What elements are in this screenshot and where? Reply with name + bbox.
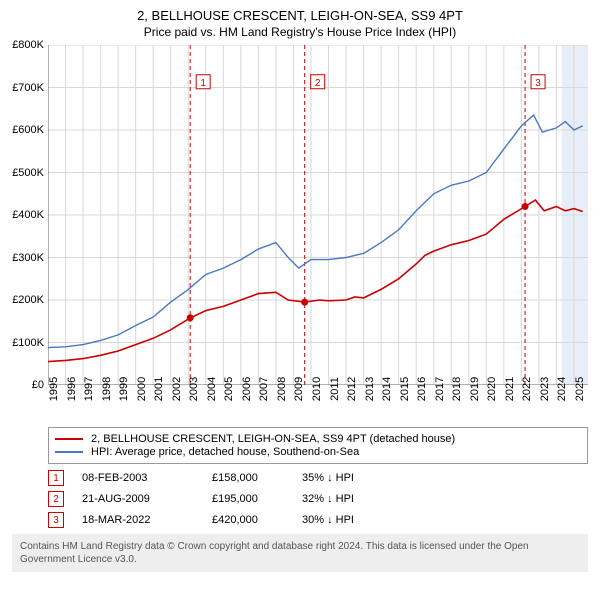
y-axis-labels: £0£100K£200K£300K£400K£500K£600K£700K£80… bbox=[2, 45, 44, 385]
sale-price: £195,000 bbox=[212, 493, 302, 505]
x-tick-label: 1998 bbox=[101, 377, 113, 401]
x-tick-label: 2000 bbox=[136, 377, 148, 401]
y-tick-label: £400K bbox=[2, 209, 44, 221]
sale-delta: 32% ↓ HPI bbox=[302, 493, 392, 505]
svg-text:1: 1 bbox=[200, 78, 206, 89]
x-tick-label: 2011 bbox=[329, 377, 341, 401]
x-tick-label: 2021 bbox=[504, 377, 516, 401]
legend-swatch bbox=[55, 438, 83, 440]
sale-row: 3 18-MAR-2022£420,00030% ↓ HPI bbox=[48, 512, 588, 528]
sale-delta: 30% ↓ HPI bbox=[302, 514, 392, 526]
chart-container: 2, BELLHOUSE CRESCENT, LEIGH-ON-SEA, SS9… bbox=[0, 0, 600, 590]
sale-badge: 3 bbox=[48, 512, 64, 528]
sale-price: £420,000 bbox=[212, 514, 302, 526]
sale-row: 2 21-AUG-2009£195,00032% ↓ HPI bbox=[48, 491, 588, 507]
x-tick-label: 2025 bbox=[574, 377, 586, 401]
x-tick-label: 2006 bbox=[241, 377, 253, 401]
x-tick-label: 2019 bbox=[469, 377, 481, 401]
x-tick-label: 2013 bbox=[364, 377, 376, 401]
legend-item: HPI: Average price, detached house, Sout… bbox=[55, 446, 581, 458]
sales-table: 1 08-FEB-2003£158,00035% ↓ HPI 2 21-AUG-200… bbox=[48, 470, 588, 528]
x-tick-label: 2005 bbox=[223, 377, 235, 401]
chart-plot: 1 2 3 bbox=[48, 45, 588, 385]
legend-swatch bbox=[55, 451, 83, 453]
legend-item: 2, BELLHOUSE CRESCENT, LEIGH-ON-SEA, SS9… bbox=[55, 433, 581, 445]
sale-delta: 35% ↓ HPI bbox=[302, 472, 392, 484]
sale-date: 21-AUG-2009 bbox=[82, 493, 212, 505]
x-tick-label: 1996 bbox=[66, 377, 78, 401]
chart-subtitle: Price paid vs. HM Land Registry's House … bbox=[0, 23, 600, 39]
x-tick-label: 2014 bbox=[381, 377, 393, 401]
x-tick-label: 2015 bbox=[399, 377, 411, 401]
x-axis-labels: 1995199619971998199920002001200220032004… bbox=[48, 385, 588, 423]
chart-area: £0£100K£200K£300K£400K£500K£600K£700K£80… bbox=[48, 45, 588, 385]
x-tick-label: 1999 bbox=[118, 377, 130, 401]
legend: 2, BELLHOUSE CRESCENT, LEIGH-ON-SEA, SS9… bbox=[48, 427, 588, 464]
x-tick-label: 2023 bbox=[539, 377, 551, 401]
sale-date: 18-MAR-2022 bbox=[82, 514, 212, 526]
x-tick-label: 2002 bbox=[171, 377, 183, 401]
x-tick-label: 2018 bbox=[451, 377, 463, 401]
x-tick-label: 2016 bbox=[416, 377, 428, 401]
y-tick-label: £500K bbox=[2, 167, 44, 179]
y-tick-label: £600K bbox=[2, 124, 44, 136]
attribution-text: Contains HM Land Registry data © Crown c… bbox=[12, 534, 588, 572]
y-tick-label: £800K bbox=[2, 39, 44, 51]
x-tick-label: 2020 bbox=[486, 377, 498, 401]
legend-label: 2, BELLHOUSE CRESCENT, LEIGH-ON-SEA, SS9… bbox=[91, 433, 455, 445]
sale-row: 1 08-FEB-2003£158,00035% ↓ HPI bbox=[48, 470, 588, 486]
x-tick-label: 2007 bbox=[258, 377, 270, 401]
x-tick-label: 2009 bbox=[293, 377, 305, 401]
y-tick-label: £300K bbox=[2, 252, 44, 264]
x-tick-label: 2024 bbox=[556, 377, 568, 401]
y-tick-label: £700K bbox=[2, 82, 44, 94]
x-tick-label: 2008 bbox=[276, 377, 288, 401]
chart-title: 2, BELLHOUSE CRESCENT, LEIGH-ON-SEA, SS9… bbox=[0, 0, 600, 23]
x-tick-label: 2022 bbox=[521, 377, 533, 401]
y-tick-label: £200K bbox=[2, 294, 44, 306]
x-tick-label: 2012 bbox=[346, 377, 358, 401]
x-tick-label: 2010 bbox=[311, 377, 323, 401]
sale-price: £158,000 bbox=[212, 472, 302, 484]
x-tick-label: 1995 bbox=[48, 377, 60, 401]
svg-text:2: 2 bbox=[315, 78, 321, 89]
y-tick-label: £100K bbox=[2, 337, 44, 349]
sale-badge: 1 bbox=[48, 470, 64, 486]
sale-date: 08-FEB-2003 bbox=[82, 472, 212, 484]
x-tick-label: 2004 bbox=[206, 377, 218, 401]
x-tick-label: 1997 bbox=[83, 377, 95, 401]
x-tick-label: 2003 bbox=[188, 377, 200, 401]
sale-badge: 2 bbox=[48, 491, 64, 507]
svg-text:3: 3 bbox=[535, 78, 541, 89]
legend-label: HPI: Average price, detached house, Sout… bbox=[91, 446, 359, 458]
x-tick-label: 2001 bbox=[153, 377, 165, 401]
x-tick-label: 2017 bbox=[434, 377, 446, 401]
y-tick-label: £0 bbox=[2, 379, 44, 391]
